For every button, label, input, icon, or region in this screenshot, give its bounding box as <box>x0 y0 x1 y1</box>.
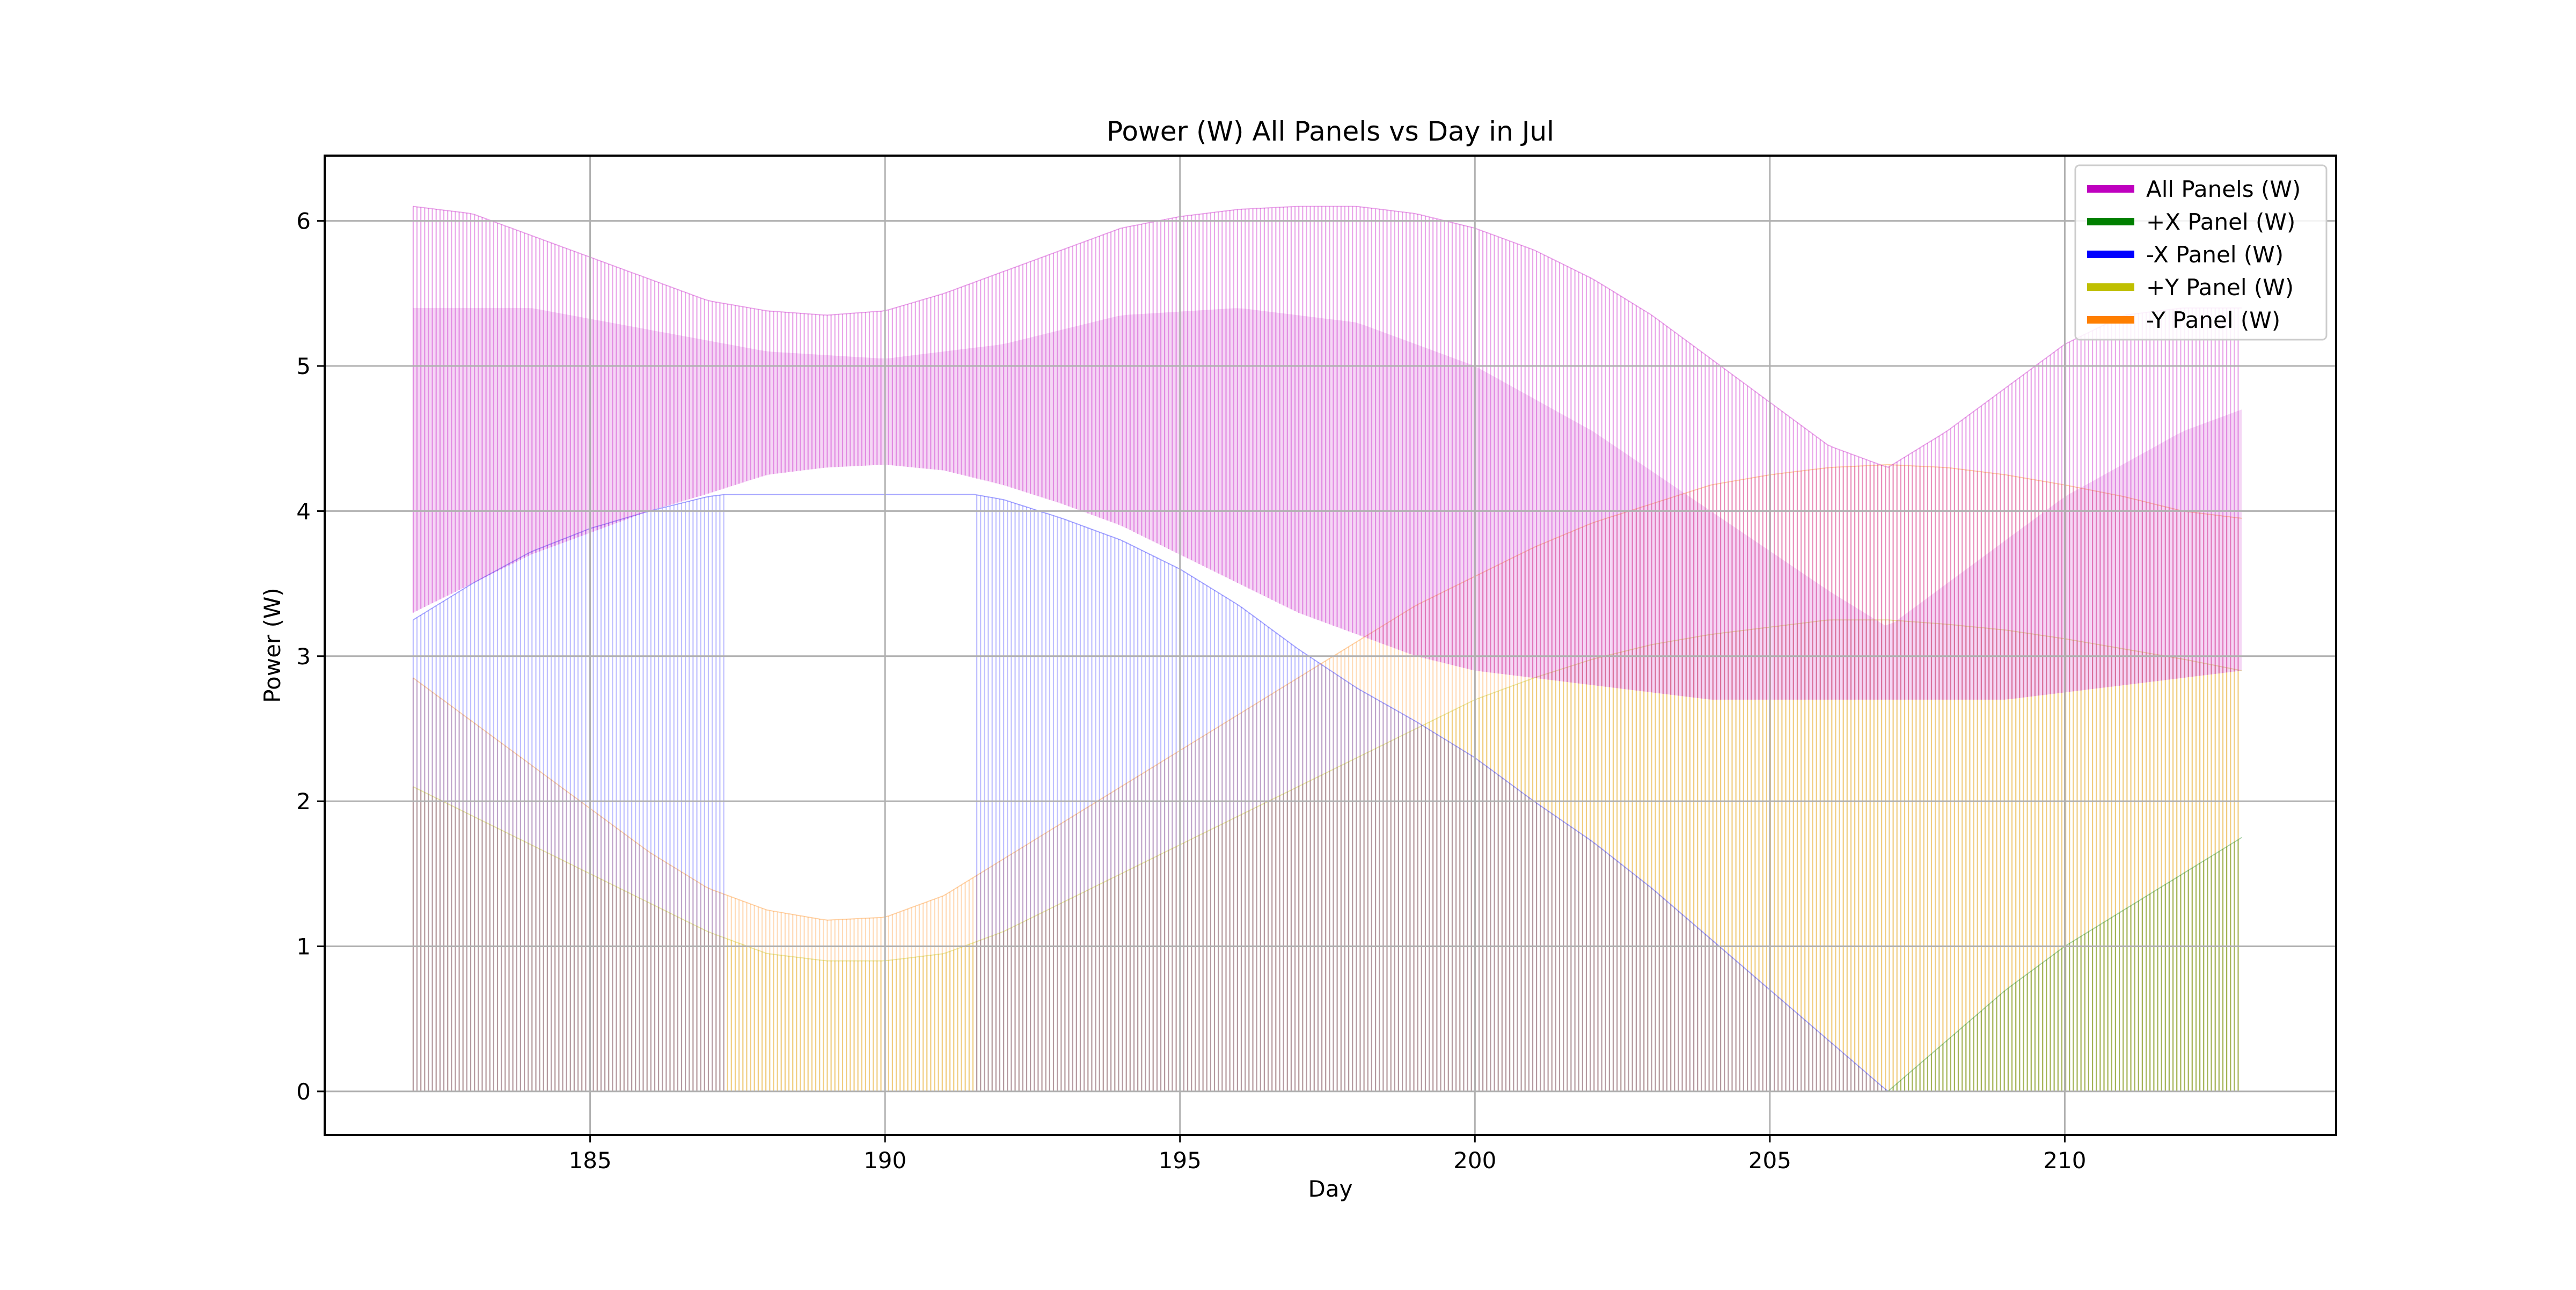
legend-label: +Y Panel (W) <box>2146 274 2294 300</box>
x-tick-label: 200 <box>1453 1147 1496 1174</box>
legend-item: +Y Panel (W) <box>2087 274 2294 300</box>
legend-box <box>2074 164 2328 341</box>
legend-item: -Y Panel (W) <box>2087 307 2280 333</box>
y-tick-label: 5 <box>296 353 311 379</box>
legend-label: All Panels (W) <box>2146 176 2301 202</box>
legend-item: All Panels (W) <box>2087 176 2301 202</box>
y-tick-label: 6 <box>296 208 311 234</box>
y-axis-label: Power (W) <box>259 588 286 703</box>
legend-label: -X Panel (W) <box>2146 241 2284 268</box>
plot-frame <box>324 155 2337 1136</box>
series-spikes <box>412 206 2239 700</box>
series-envelope <box>413 206 2242 468</box>
y-tick-label: 4 <box>296 498 311 524</box>
x-axis-label: Day <box>1308 1176 1353 1202</box>
x-tick-label: 205 <box>1748 1147 1791 1174</box>
y-tick-label: 2 <box>296 788 311 815</box>
series-envelope <box>413 619 2242 962</box>
legend-label: -Y Panel (W) <box>2146 307 2280 333</box>
series-spikes <box>412 494 1886 1091</box>
series-envelope <box>413 464 2242 921</box>
series-spikes <box>1889 839 2239 1091</box>
legend-label: +X Panel (W) <box>2146 209 2295 235</box>
series-spikes <box>412 620 2239 1091</box>
legend-item: -X Panel (W) <box>2087 241 2284 268</box>
series-3-fill <box>412 619 2242 1091</box>
x-tick-label: 195 <box>1159 1147 1202 1174</box>
y-tick-label: 0 <box>296 1079 311 1105</box>
series-band <box>413 307 2242 700</box>
series-0-fill <box>412 206 2242 700</box>
legend-item: +X Panel (W) <box>2087 209 2295 235</box>
x-axis: 185 190 195 200 205 210 <box>569 1135 2086 1174</box>
x-tick-label: 210 <box>2043 1147 2086 1174</box>
grid <box>325 156 2336 1135</box>
series-fills <box>412 206 2242 1092</box>
y-tick-label: 3 <box>296 643 311 670</box>
chart-title: Power (W) All Panels vs Day in Jul <box>1107 116 1554 147</box>
x-tick-label: 185 <box>569 1147 612 1174</box>
legend: All Panels (W) +X Panel (W) -X Panel (W) +Y… <box>2074 164 2328 341</box>
x-tick-label: 190 <box>863 1147 906 1174</box>
y-axis: 0 1 2 3 4 5 6 <box>296 208 325 1105</box>
y-tick-label: 1 <box>296 934 311 960</box>
